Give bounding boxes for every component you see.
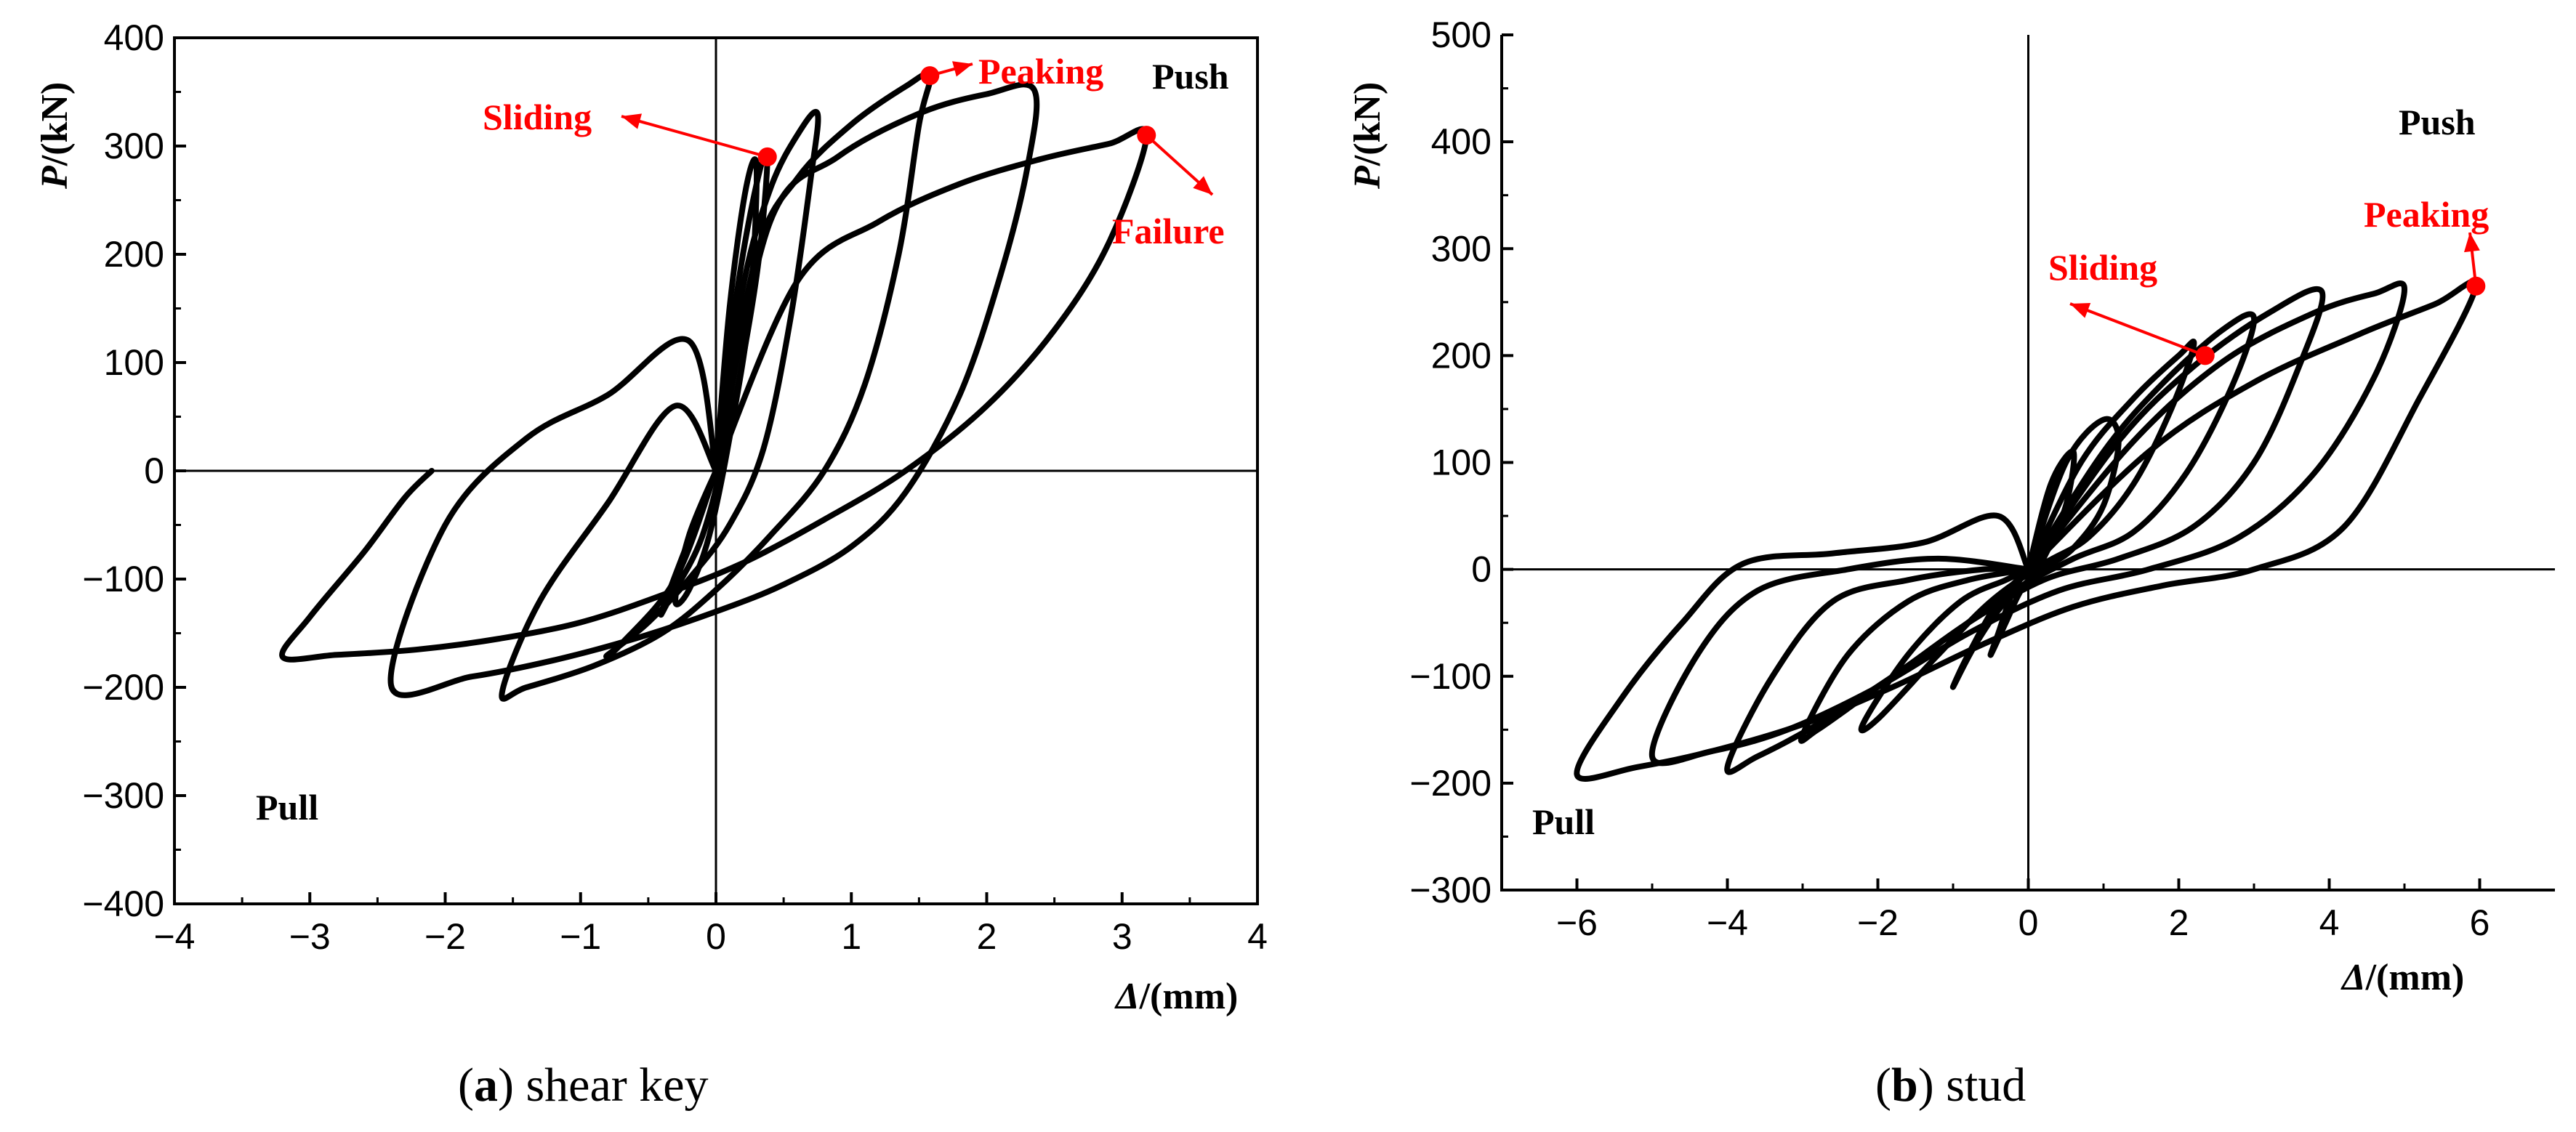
curve-cycle-5-b (1724, 286, 2326, 775)
x-axis-title-a: Δ/(mm) (1114, 976, 1238, 1017)
x-tick-label-b: −2 (1857, 902, 1899, 943)
y-axis-title-a: P/(kN) (34, 82, 76, 190)
y-tick-label-b: −100 (1409, 656, 1492, 697)
axis-ticks-b: −300 −200 −100 0 100 200 300 400 500 −6 −4 −2 0 2 4 6 (1409, 15, 2490, 943)
point-failure-a (1137, 126, 1156, 145)
peaking-label-b: Peaking (2364, 194, 2489, 235)
y-axis-title-b: P/(kN) (1347, 82, 1388, 190)
y-symbol-a: P (34, 165, 76, 190)
y-tick-label-b: 500 (1431, 15, 1492, 55)
pull-label-b: Pull (1532, 801, 1595, 842)
x-tick-label-a: 0 (706, 916, 726, 957)
curve-cycle-2-b (1949, 416, 2122, 690)
key-points-a (621, 61, 1214, 196)
caption-letter-a: a (474, 1059, 498, 1112)
x-tick-label-b: 0 (2018, 902, 2039, 943)
x-tick-label-a: 3 (1112, 916, 1132, 957)
x-tick-label-b: 2 (2169, 902, 2189, 943)
caption-text-b: stud (1934, 1059, 2026, 1112)
y-tick-label-a: −200 (82, 667, 164, 708)
point-sliding-b (2195, 346, 2215, 365)
failure-label-a: Failure (1112, 211, 1225, 251)
point-peaking-a (920, 66, 940, 86)
x-axis-title-b: Δ/(mm) (2340, 957, 2464, 998)
curve-cycle-5-a (387, 81, 1040, 698)
curve-cycle-3-b (1858, 339, 2197, 734)
x-tick-label-b: −4 (1707, 902, 1748, 943)
caption-b: (b) stud (1875, 1059, 2026, 1112)
x-tick-label-a: 2 (977, 916, 997, 957)
key-points-b (2069, 232, 2486, 365)
y-tick-label-b: 300 (1431, 228, 1492, 269)
x-tick-label-b: −6 (1556, 902, 1598, 943)
curve-cycle-6-a (279, 126, 1150, 663)
pull-label-a: Pull (256, 787, 318, 828)
arrow-sliding-b (2069, 302, 2206, 357)
y-tick-label-a: 0 (144, 450, 164, 491)
y-tick-label-a: −300 (82, 775, 164, 816)
curve-cycle-7-b (1574, 278, 2479, 782)
x-tick-label-a: 4 (1247, 916, 1268, 957)
hysteresis-curves-a (279, 70, 1150, 702)
axis-ticks-a: −400 −300 −200 −100 0 100 200 300 400 −4 −3 −2 −1 0 1 2… (82, 17, 1268, 957)
y-tick-label-b: 400 (1431, 121, 1492, 162)
y-tick-label-a: −100 (82, 559, 164, 599)
x-symbol-b: Δ (2340, 957, 2366, 998)
point-peaking-b (2466, 276, 2486, 296)
hysteresis-curves-b (1574, 278, 2479, 782)
x-symbol-a: Δ (1114, 976, 1140, 1017)
x-tick-label-a: 1 (841, 916, 861, 957)
x-tick-label-b: 4 (2319, 902, 2340, 943)
x-tick-label-a: −4 (153, 916, 195, 957)
arrowhead-failure-a (1193, 176, 1212, 195)
caption-letter-b: b (1891, 1059, 1918, 1112)
x-tick-label-a: −2 (424, 916, 466, 957)
y-tick-label-b: −300 (1409, 870, 1492, 910)
panel-b-stud: −300 −200 −100 0 100 200 300 400 500 −6 −4 −2 0 2 4 6 P… (1347, 15, 2555, 1112)
y-tick-label-a: −400 (82, 884, 164, 924)
y-unit-b: /(kN) (1347, 82, 1388, 167)
y-tick-label-b: 0 (1471, 549, 1492, 590)
arrowhead-peaking-a (952, 61, 973, 77)
x-unit-b: /(mm) (2365, 957, 2465, 998)
push-label-a: Push (1152, 56, 1229, 97)
y-tick-label-a: 300 (104, 126, 164, 166)
curve-cycle-4-a (499, 70, 933, 702)
curve-cycle-3-a (603, 109, 821, 660)
caption-text-a: shear key (514, 1059, 709, 1112)
y-symbol-b: P (1347, 165, 1388, 190)
x-tick-label-a: −3 (289, 916, 331, 957)
y-tick-label-a: 400 (104, 17, 164, 58)
peaking-label-a: Peaking (978, 51, 1103, 92)
panel-a-shear-key: −400 −300 −200 −100 0 100 200 300 400 −4 −3 −2 −1 0 1 2… (34, 17, 1268, 1112)
curve-cycle-6-b (1649, 280, 2407, 767)
y-unit-a: /(kN) (34, 82, 76, 167)
x-tick-label-a: −1 (560, 916, 601, 957)
arrow-sliding-a (621, 115, 768, 158)
caption-a: (a) shear key (458, 1059, 709, 1112)
y-tick-label-a: 100 (104, 342, 164, 383)
x-tick-label-b: 6 (2470, 902, 2490, 943)
arrowhead-sliding-b (2070, 303, 2091, 318)
y-tick-label-a: 200 (104, 234, 164, 275)
arrowhead-sliding-a (621, 113, 642, 129)
x-unit-a: /(mm) (1139, 976, 1239, 1017)
y-tick-label-b: 100 (1431, 442, 1492, 483)
arrowhead-peaking-b (2463, 233, 2480, 253)
push-label-b: Push (2399, 102, 2476, 142)
y-tick-label-b: −200 (1409, 763, 1492, 804)
sliding-label-b: Sliding (2048, 247, 2157, 288)
y-tick-label-b: 200 (1431, 335, 1492, 376)
point-sliding-a (757, 147, 777, 166)
sliding-label-a: Sliding (483, 97, 592, 137)
